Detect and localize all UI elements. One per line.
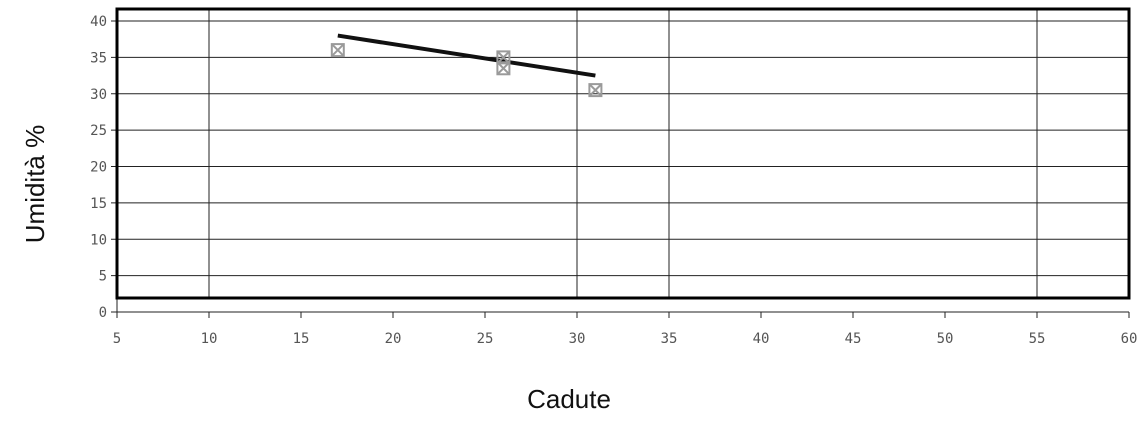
- x-tick-label: 50: [937, 331, 954, 347]
- data-point-cross: [588, 83, 603, 97]
- y-tick-label: 15: [90, 196, 107, 212]
- data-point-box: [330, 43, 345, 58]
- data-point-cross: [496, 50, 511, 65]
- data-point-box: [496, 50, 511, 65]
- data-point: [588, 83, 603, 98]
- x-tick-label: 35: [661, 331, 678, 347]
- data-point: [330, 43, 345, 58]
- plot-frame: [115, 7, 1131, 300]
- y-tick-label: 20: [90, 160, 107, 176]
- y-tick-label: 10: [90, 232, 107, 248]
- y-tick-label: 0: [99, 305, 107, 321]
- y-tick-label: 35: [90, 50, 107, 66]
- grid: [117, 9, 1129, 298]
- x-tick-label: 60: [1121, 331, 1138, 347]
- x-tick-label: 10: [201, 331, 218, 347]
- data-point-box: [588, 83, 603, 98]
- trendline: [337, 33, 596, 78]
- y-tick-label: 30: [90, 87, 107, 103]
- x-tick-label: 20: [385, 331, 402, 347]
- x-tick-label: 25: [477, 331, 494, 347]
- x-tick-label: 40: [753, 331, 770, 347]
- data-point: [496, 50, 511, 65]
- y-tick-label: 40: [90, 14, 107, 30]
- x-axis-title: Cadute: [527, 384, 611, 414]
- x-tick-label: 15: [293, 331, 310, 347]
- data-series: [330, 33, 603, 98]
- x-tick-label: 5: [113, 331, 121, 347]
- x-tick-label: 30: [569, 331, 586, 347]
- y-tick-label: 5: [99, 269, 107, 285]
- data-point-cross: [331, 43, 345, 57]
- x-tick-label: 45: [845, 331, 862, 347]
- x-tick-label: 55: [1029, 331, 1046, 347]
- y-tick-label: 25: [90, 123, 107, 139]
- data-point-box: [496, 61, 511, 76]
- y-axis-title: Umidità %: [20, 125, 50, 243]
